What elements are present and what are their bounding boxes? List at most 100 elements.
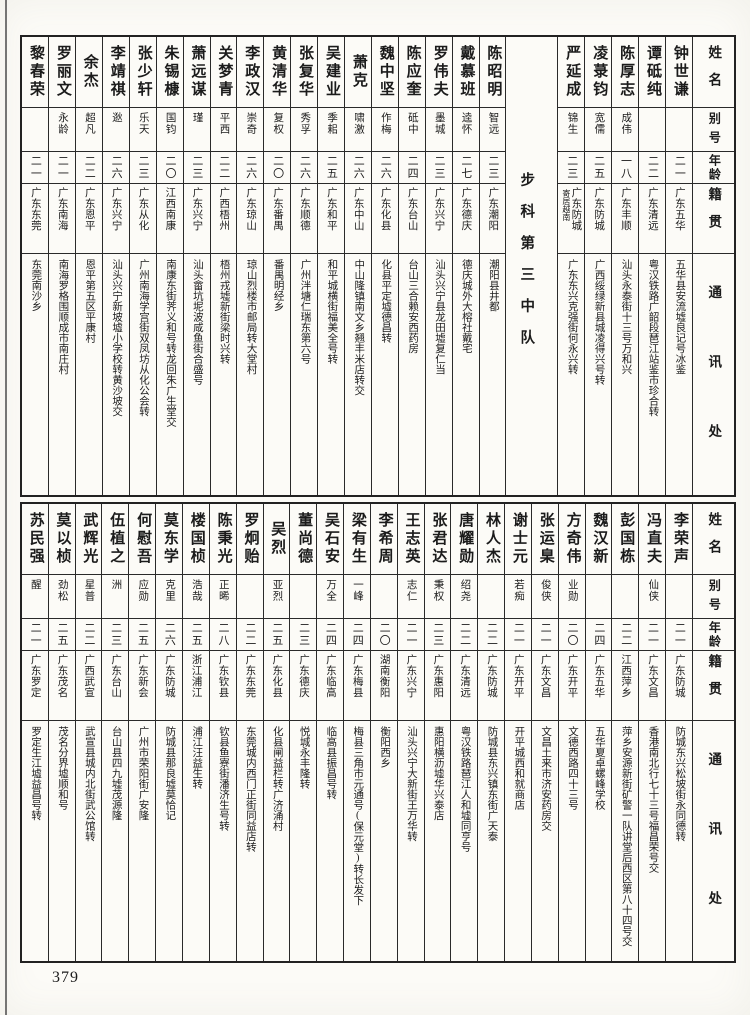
address-cell: 广州南海学宫街双凤坊从化公会转 — [129, 253, 156, 495]
roster-column: 黎春荣 二一 广东东莞 东莞南沙乡 — [22, 37, 49, 495]
origin-cell: 广东临高 — [317, 650, 344, 720]
alias-cell — [290, 574, 317, 618]
person-origin: 广东从化 — [137, 187, 149, 231]
person-origin: 广东东莞 — [244, 654, 256, 698]
address-cell: 中山隆镇南文乡翘丰米店转交 — [345, 253, 371, 495]
address-cell: 广州泮塘仁瑞东第六号 — [291, 253, 318, 495]
person-name: 谢士元 — [510, 512, 527, 566]
address-cell: 五华夏卓螺峰学校 — [585, 720, 612, 961]
origin-cell: 广东化县 — [263, 650, 290, 720]
person-age: 二五 — [55, 622, 68, 647]
person-address: 粤汉铁路广韶段琶江站鉴市珍合转 — [647, 259, 659, 417]
alias-cell: 永龄 — [49, 107, 75, 151]
name-cell: 李政汉 — [237, 37, 263, 107]
roster-column: 莫以桢 劲松 二五 广东茂名 茂名分界墟顺和号 — [47, 504, 75, 961]
name-cell: 吴烈 — [264, 504, 290, 574]
name-cell: 凌菉钧 — [585, 37, 611, 107]
person-name: 朱锡槺 — [162, 45, 179, 99]
person-alias: 锦生 — [566, 112, 578, 135]
roster-column: 陈昭明 智远 二三 广东潮阳 潮阳县井都 — [478, 37, 506, 495]
person-name: 张运臬 — [537, 512, 554, 566]
origin-cell: 广东茂名 — [48, 650, 75, 720]
address-cell: 和平城横街福美全号转 — [318, 253, 345, 495]
name-cell: 张运臬 — [532, 504, 558, 574]
alias-cell — [612, 574, 639, 618]
header-cell: 年龄 — [693, 151, 734, 183]
alias-cell: 复权 — [264, 107, 291, 151]
alias-cell: 超凡 — [75, 107, 102, 151]
alias-cell: 劲松 — [48, 574, 75, 618]
person-age: 二二 — [217, 155, 230, 180]
roster-column: 吴建业 季耜 二五 广东和平 和平城横街福美全号转 — [317, 37, 345, 495]
header-cell: 籍贯 — [693, 650, 734, 720]
person-origin: 广东恩平 — [83, 187, 95, 231]
person-address: 潮阳县井都 — [487, 259, 499, 312]
person-address: 琼山烈楼市邮局转大堂村 — [245, 259, 257, 375]
person-name: 李靖祺 — [108, 45, 125, 99]
alias-cell: 瑾 — [183, 107, 210, 151]
name-cell: 张君达 — [425, 504, 451, 574]
person-address: 东莞城内西门正街同益店转 — [244, 726, 256, 852]
origin-cell: 广西梧州 — [210, 183, 237, 253]
address-cell: 汕头永泰街十三号万和兴 — [612, 253, 639, 495]
age-cell: 二一 — [505, 618, 531, 650]
name-cell: 黎春荣 — [22, 37, 48, 107]
address-cell: 文德西路四十三号 — [558, 720, 585, 961]
person-address: 萍乡安源新街矿警一队讲堂后西区第八十四号交 — [620, 726, 632, 947]
person-origin: 广东兴宁 — [433, 187, 445, 231]
person-address: 梅县三角市元通号(保元堂)转长发下 — [352, 726, 364, 906]
origin-cell: 广东防城 — [156, 650, 182, 720]
person-alias: 醒 — [29, 579, 41, 591]
name-cell: 陈应奎 — [399, 37, 425, 107]
address-cell: 防城东兴松坡街永同德转 — [666, 720, 692, 961]
person-origin: 广东德庆 — [298, 654, 310, 698]
person-age: 二六 — [298, 155, 311, 180]
origin-cell: 浙江浦江 — [182, 650, 209, 720]
person-address: 粤汉铁路琶江人和墟同亨号 — [459, 726, 471, 852]
address-cell: 广西绥绿新县城凌得兴号转 — [585, 253, 612, 495]
alias-cell: 万全 — [317, 574, 344, 618]
person-name: 董尚德 — [296, 512, 313, 566]
alias-cell: 平西 — [210, 107, 237, 151]
origin-cell: 广东东莞 — [236, 650, 263, 720]
name-cell: 莫东学 — [156, 504, 182, 574]
address-cell: 番禺明经乡 — [264, 253, 291, 495]
alias-cell: 洲 — [102, 574, 129, 618]
alias-cell: 宽儒 — [585, 107, 612, 151]
alias-cell: 秀孚 — [291, 107, 318, 151]
name-cell: 吴建业 — [318, 37, 344, 107]
person-address: 广州泮塘仁瑞东第六号 — [299, 259, 311, 364]
origin-cell: 广东和平 — [318, 183, 345, 253]
header-label-age: 年龄 — [707, 153, 722, 182]
name-cell: 黄清华 — [264, 37, 290, 107]
name-cell: 戴慕班 — [453, 37, 479, 107]
age-cell: 二一 — [397, 618, 424, 650]
alias-cell: 醒 — [21, 574, 48, 618]
name-cell: 李希周 — [371, 504, 397, 574]
roster-column: 吴烈 亚烈 二五 广东化县 化县闸益栏转广济涌村 — [262, 504, 290, 961]
age-cell: 二二 — [210, 151, 237, 183]
name-cell: 方奇伟 — [559, 504, 585, 574]
header-column: 姓名 别号 年龄 籍贯 通讯处 — [692, 504, 734, 961]
age-cell: 二〇 — [558, 618, 585, 650]
person-origin: 广东钦县 — [217, 654, 229, 698]
origin-cell: 广东钦县 — [209, 650, 236, 720]
address-cell: 东莞南沙乡 — [22, 253, 49, 495]
person-origin: 广东防城 — [593, 187, 605, 231]
person-name: 唐耀勋 — [457, 512, 474, 566]
address-cell: 文昌土来市济安药房交 — [531, 720, 558, 961]
person-address: 钦县鱼寮街潘济生号转 — [218, 726, 230, 831]
header-label-address: 通讯处 — [706, 752, 722, 961]
address-cell: 罗定生江墟益昌号转 — [21, 720, 48, 961]
person-age: 二二 — [619, 622, 632, 647]
name-cell: 李靖祺 — [103, 37, 129, 107]
origin-cell: 广东东莞 — [22, 183, 49, 253]
person-name: 陈厚志 — [618, 45, 635, 99]
roster-column: 罗炯贻 二二 广东东莞 东莞城内西门正街同益店转 — [235, 504, 263, 961]
address-cell: 恩平第五区平康村 — [75, 253, 102, 495]
name-cell: 关梦青 — [211, 37, 237, 107]
name-cell: 魏中坚 — [372, 37, 398, 107]
age-cell: 二六 — [345, 151, 371, 183]
person-address: 化县平定墟德昌转 — [380, 259, 392, 343]
origin-cell: 广东防城 — [666, 650, 692, 720]
